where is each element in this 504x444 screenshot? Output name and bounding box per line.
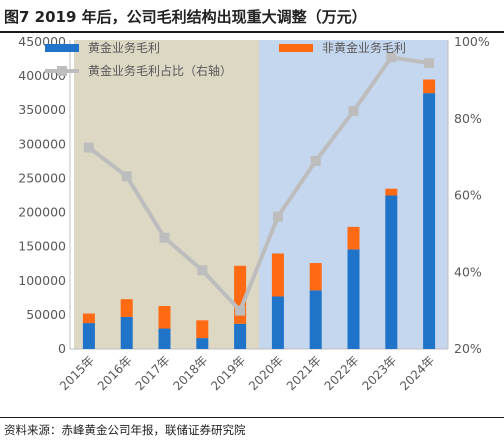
bar-nongold-8 [385,188,398,196]
legend-label-gold: 黄金业务毛利 [88,40,160,55]
bar-gold-2 [158,328,171,349]
ratio-point-5 [272,211,283,222]
bar-nongold-9 [423,79,436,94]
x-tick-label: 2017年 [133,353,173,393]
x-tick-label: 2018年 [170,353,210,393]
legend-swatch-nongold [279,44,313,52]
y-tick-label: 100000 [18,273,66,288]
legend-label-nongold: 非黄金业务毛利 [322,40,406,55]
y-tick-label: 350000 [18,102,66,117]
axes [69,40,449,350]
bar-gold-1 [120,316,133,349]
bar-gold-8 [385,195,398,349]
y2-tick-label: 100% [454,34,490,49]
x-tick-label: 2020年 [246,353,286,393]
ratio-line [87,55,430,313]
x-tick-label: 2023年 [359,353,399,393]
bar-gold-3 [196,338,209,349]
x-tick-label: 2015年 [57,353,97,393]
bar-nongold-5 [271,253,284,297]
bar-nongold-7 [347,226,360,250]
title-rule [0,31,504,33]
y-tick-label: 0 [58,341,66,356]
bar-nongold-6 [309,263,322,291]
y-tick-label: 50000 [26,307,66,322]
bar-gold-6 [309,290,322,349]
y-tick-label: 200000 [18,205,66,220]
legend-swatch-marker [57,66,67,76]
x-tick-label: 2016年 [95,353,135,393]
bar-nongold-0 [82,313,95,324]
ratio-point-4 [235,305,246,316]
y-tick-label: 300000 [18,136,66,151]
y2-tick-label: 40% [454,264,482,279]
ratio-point-9 [424,58,435,69]
bar-gold-0 [82,323,95,349]
y-tick-label: 150000 [18,239,66,254]
ratio-line-series [83,52,435,316]
ratio-point-0 [83,142,94,153]
source-note: 资料来源：赤峰黄金公司年报，联储证券研究院 [4,423,246,437]
ratio-point-1 [121,171,132,182]
bar-gold-9 [423,93,436,349]
bar-gold-5 [271,296,284,349]
ratio-point-3 [197,265,208,276]
y2-tick-label: 20% [454,341,482,356]
y-tick-label: 250000 [18,170,66,185]
legend-swatch-gold [45,44,79,52]
bar-nongold-3 [196,320,209,339]
title-bar: 图7 2019 年后，公司毛利结构出现重大调整（万元） [0,0,504,33]
ratio-point-6 [310,155,321,166]
figure-title: 图7 2019 年后，公司毛利结构出现重大调整（万元） [4,8,367,26]
x-tick-label: 2021年 [284,353,324,393]
profit-structure-chart: 0 50000 100000 150000 200000 250000 300000 3500… [18,34,490,393]
y2-tick-label: 60% [454,188,482,203]
bar-nongold-1 [120,299,133,317]
footer-rule [0,417,504,418]
bar-gold-7 [347,249,360,349]
ratio-point-8 [386,52,397,63]
x-tick-label: 2019年 [208,353,248,393]
x-tick-label: 2022年 [322,353,362,393]
legend-label-ratio: 黄金业务毛利占比（右轴） [88,63,232,78]
x-tick-label: 2024年 [397,353,437,393]
bar-gold-4 [234,323,247,349]
bar-nongold-2 [158,306,171,329]
y2-tick-label: 80% [454,111,482,126]
ratio-point-2 [159,232,170,243]
ratio-point-7 [348,106,359,117]
